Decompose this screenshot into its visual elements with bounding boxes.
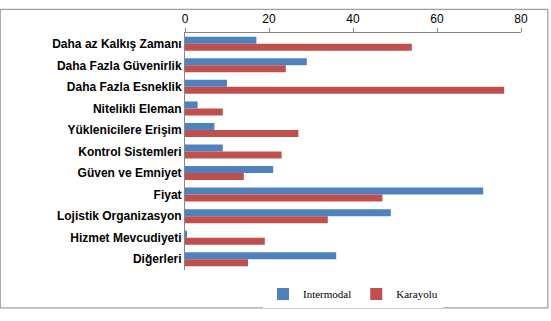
svg-text:80: 80 [514,12,528,26]
svg-text:Hizmet Mevcudiyeti: Hizmet Mevcudiyeti [70,231,181,245]
svg-text:60: 60 [430,12,444,26]
svg-text:Nitelikli Eleman: Nitelikli Eleman [93,102,182,116]
svg-text:Diğerleri: Diğerleri [133,252,182,266]
svg-text:Güven ve Emniyet: Güven ve Emniyet [78,166,182,180]
svg-text:Daha Fazla Esneklik: Daha Fazla Esneklik [67,80,182,94]
svg-text:Fiyat: Fiyat [154,188,182,202]
svg-text:Karayolu: Karayolu [396,288,437,300]
svg-text:Kontrol Sistemleri: Kontrol Sistemleri [78,145,181,159]
svg-text:Yüklenicilere Erişim: Yüklenicilere Erişim [68,123,182,137]
svg-text:0: 0 [182,12,189,26]
svg-text:Lojistik Organizasyon: Lojistik Organizasyon [57,209,182,223]
svg-text:Daha Fazla Güvenirlik: Daha Fazla Güvenirlik [57,59,182,73]
svg-text:20: 20 [262,12,276,26]
svg-text:Daha az Kalkış Zamanı: Daha az Kalkış Zamanı [52,37,181,51]
svg-text:Intermodal: Intermodal [303,288,351,300]
svg-text:40: 40 [346,12,360,26]
